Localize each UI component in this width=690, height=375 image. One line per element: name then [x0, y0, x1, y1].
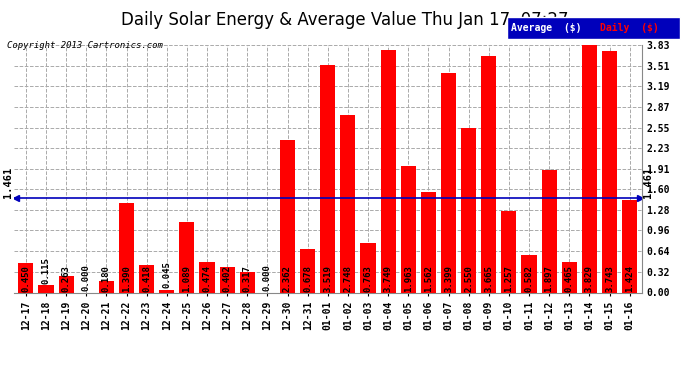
Text: 1.089: 1.089	[182, 265, 191, 292]
Text: Daily  ($): Daily ($)	[600, 23, 659, 33]
Bar	[441, 73, 456, 292]
Text: 0.402: 0.402	[223, 265, 232, 292]
Text: 3.749: 3.749	[384, 265, 393, 292]
Bar	[622, 201, 637, 292]
Bar	[421, 192, 436, 292]
Bar	[219, 267, 235, 292]
Bar	[300, 249, 315, 292]
Text: 1.461: 1.461	[643, 167, 653, 198]
Bar	[340, 115, 355, 292]
Text: 2.550: 2.550	[464, 265, 473, 292]
Text: 0.045: 0.045	[162, 261, 171, 288]
Bar	[320, 65, 335, 292]
Bar	[502, 211, 516, 292]
Bar	[119, 202, 134, 292]
Text: 1.461: 1.461	[3, 167, 12, 198]
Text: 0.582: 0.582	[524, 265, 533, 292]
Bar	[139, 266, 154, 292]
Bar	[239, 272, 255, 292]
Bar	[401, 166, 416, 292]
Bar	[199, 262, 215, 292]
Text: 0.263: 0.263	[61, 265, 70, 292]
Text: 0.678: 0.678	[303, 265, 312, 292]
Bar	[59, 276, 74, 292]
Bar	[481, 56, 496, 292]
Text: 1.963: 1.963	[404, 265, 413, 292]
Bar	[542, 170, 557, 292]
Text: 3.665: 3.665	[484, 265, 493, 292]
Text: Daily Solar Energy & Average Value Thu Jan 17  07:27: Daily Solar Energy & Average Value Thu J…	[121, 11, 569, 29]
Text: 0.763: 0.763	[364, 265, 373, 292]
Text: 3.519: 3.519	[323, 265, 333, 292]
Text: 0.450: 0.450	[21, 265, 30, 292]
Text: 1.897: 1.897	[544, 265, 553, 292]
Text: 2.748: 2.748	[344, 265, 353, 292]
Bar	[602, 51, 617, 292]
Text: 3.829: 3.829	[585, 265, 594, 292]
Text: 0.418: 0.418	[142, 265, 151, 292]
Bar	[582, 45, 597, 292]
Text: 0.317: 0.317	[243, 265, 252, 292]
Text: 3.743: 3.743	[605, 265, 614, 292]
Text: Copyright 2013 Cartronics.com: Copyright 2013 Cartronics.com	[7, 41, 163, 50]
Bar	[39, 285, 54, 292]
Text: 0.000: 0.000	[263, 264, 272, 291]
Text: 0.115: 0.115	[41, 257, 50, 284]
Text: 1.562: 1.562	[424, 265, 433, 292]
Text: 1.390: 1.390	[122, 265, 131, 292]
Text: 1.424: 1.424	[625, 265, 634, 292]
Text: 0.180: 0.180	[102, 265, 111, 292]
Text: Average  ($): Average ($)	[511, 23, 581, 33]
Text: 2.362: 2.362	[283, 265, 292, 292]
Bar	[360, 243, 375, 292]
Bar	[179, 222, 195, 292]
Text: 1.257: 1.257	[504, 265, 513, 292]
Bar	[381, 50, 395, 292]
Text: 0.000: 0.000	[81, 264, 91, 291]
Bar	[461, 128, 476, 292]
Bar	[562, 262, 577, 292]
Text: 0.474: 0.474	[202, 265, 212, 292]
Text: 3.399: 3.399	[444, 265, 453, 292]
Bar	[99, 281, 114, 292]
Text: 0.465: 0.465	[564, 265, 574, 292]
Bar	[19, 263, 33, 292]
Bar	[522, 255, 537, 292]
Bar	[159, 290, 175, 292]
Bar	[280, 140, 295, 292]
